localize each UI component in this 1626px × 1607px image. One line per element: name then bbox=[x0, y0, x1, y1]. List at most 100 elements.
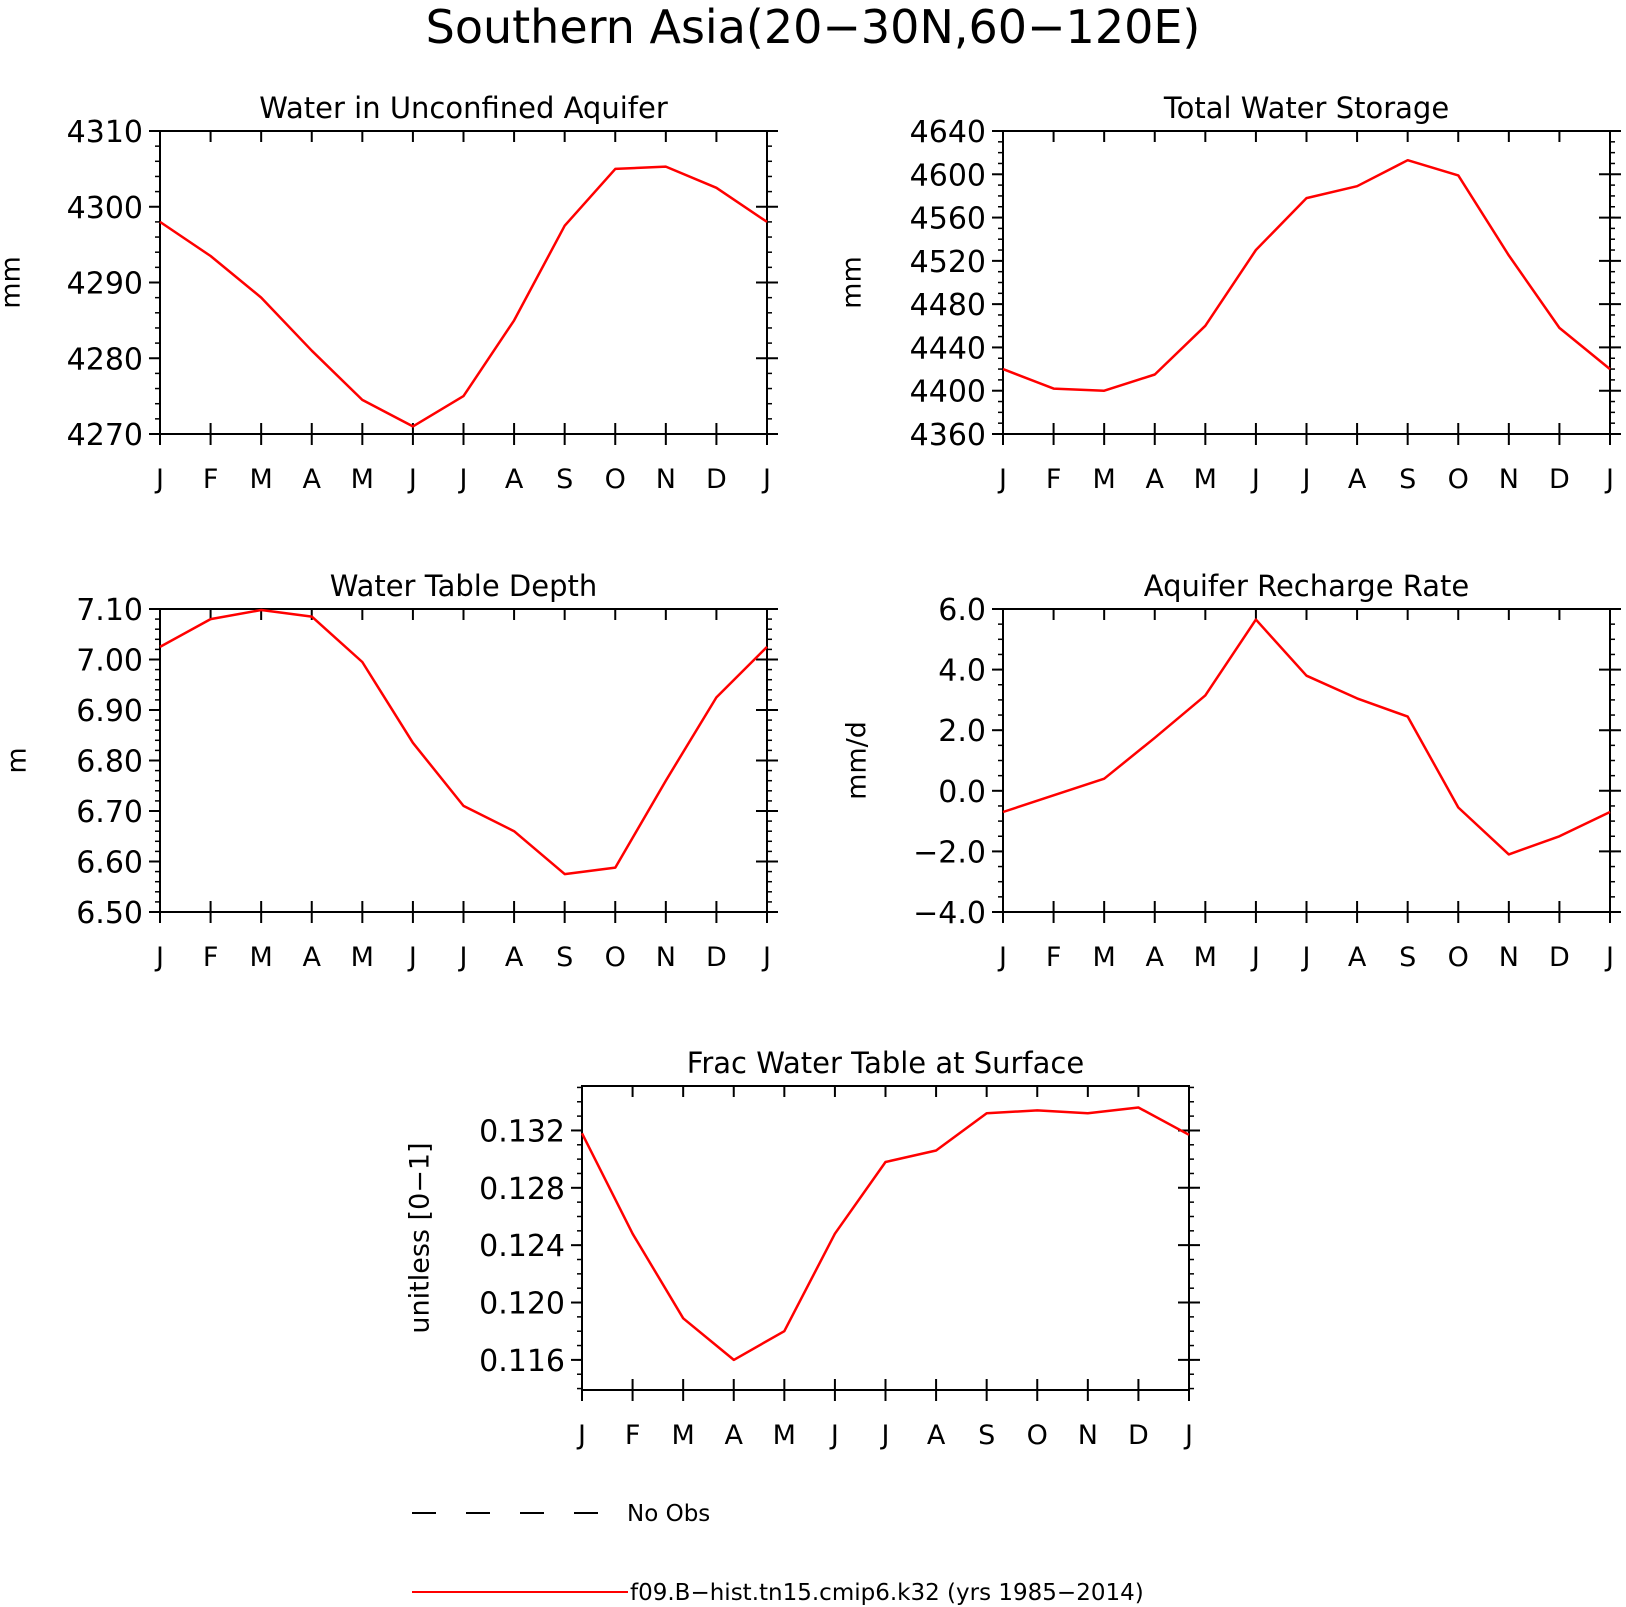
x-tick-label: S bbox=[556, 464, 573, 495]
x-tick-label: D bbox=[1549, 942, 1570, 973]
y-tick-label: 4400 bbox=[910, 375, 986, 410]
x-tick-label: D bbox=[1549, 464, 1570, 495]
series-line bbox=[580, 1106, 1190, 1362]
legend-no-obs-label: No Obs bbox=[627, 1501, 710, 1527]
series-line bbox=[1002, 618, 1611, 856]
y-axis-label: mm/d bbox=[842, 721, 873, 800]
x-tick-label: J bbox=[407, 942, 417, 973]
y-tick-label: 4310 bbox=[67, 115, 143, 150]
y-tick-label: 0.120 bbox=[479, 1287, 565, 1322]
plot-frame bbox=[1002, 130, 1611, 435]
x-tick-label: M bbox=[250, 942, 273, 973]
x-tick-label: O bbox=[1448, 464, 1469, 495]
y-tick-label: 4290 bbox=[67, 267, 143, 302]
y-tick-label: 0.0 bbox=[938, 775, 986, 810]
x-tick-label: A bbox=[505, 464, 524, 495]
y-axis-label: mm bbox=[0, 256, 27, 309]
series-line bbox=[159, 608, 768, 876]
chart-title: Water in Unconfined Aquifer bbox=[259, 91, 668, 125]
y-tick-label: 4280 bbox=[67, 342, 143, 377]
plot-frame bbox=[159, 608, 768, 913]
x-tick-label: O bbox=[605, 942, 626, 973]
x-tick-label: J bbox=[829, 1420, 839, 1451]
y-tick-label: 4440 bbox=[910, 331, 986, 366]
x-tick-label: N bbox=[1499, 464, 1519, 495]
x-tick-label: M bbox=[1194, 464, 1217, 495]
y-axis-label: m bbox=[2, 747, 33, 773]
y-tick-label: 0.132 bbox=[479, 1114, 565, 1149]
y-tick-label: 2.0 bbox=[938, 714, 986, 749]
x-tick-label: S bbox=[1399, 942, 1416, 973]
x-tick-label: J bbox=[154, 942, 164, 973]
y-tick-label: 6.0 bbox=[938, 593, 986, 628]
x-tick-label: N bbox=[1078, 1420, 1098, 1451]
x-tick-label: J bbox=[761, 464, 771, 495]
x-tick-label: F bbox=[1046, 942, 1062, 973]
x-tick-label: S bbox=[978, 1420, 995, 1451]
chart-title: Aquifer Recharge Rate bbox=[1144, 569, 1470, 603]
x-tick-label: M bbox=[351, 464, 374, 495]
x-tick-label: J bbox=[1183, 1420, 1193, 1451]
y-tick-label: 7.10 bbox=[76, 593, 143, 628]
plot-frame bbox=[581, 1085, 1190, 1391]
x-tick-label: J bbox=[1250, 942, 1260, 973]
y-tick-label: 4270 bbox=[67, 418, 143, 453]
x-tick-label: N bbox=[1499, 942, 1519, 973]
x-tick-label: A bbox=[303, 942, 322, 973]
y-tick-label: 0.116 bbox=[479, 1344, 565, 1379]
x-tick-label: J bbox=[997, 942, 1007, 973]
x-tick-label: J bbox=[1301, 464, 1311, 495]
series-line bbox=[1002, 158, 1611, 392]
y-tick-label: 0.124 bbox=[479, 1229, 565, 1264]
x-tick-label: A bbox=[303, 464, 322, 495]
x-tick-label: J bbox=[407, 464, 417, 495]
y-tick-label: 6.50 bbox=[76, 896, 143, 931]
x-tick-label: M bbox=[1093, 942, 1116, 973]
legend: No Obs f09.B−hist.tn15.cmip6.k32 (yrs 19… bbox=[412, 1501, 1144, 1606]
chart-title: Water Table Depth bbox=[330, 569, 598, 603]
x-tick-label: J bbox=[458, 464, 468, 495]
x-tick-label: M bbox=[1194, 942, 1217, 973]
plot-frame bbox=[159, 130, 768, 435]
y-axis-label: mm bbox=[837, 256, 868, 309]
x-tick-label: J bbox=[1250, 464, 1260, 495]
figure-title: Southern Asia(20−30N,60−120E) bbox=[426, 0, 1201, 54]
x-tick-label: D bbox=[706, 464, 727, 495]
x-tick-label: M bbox=[773, 1420, 796, 1451]
x-tick-label: J bbox=[997, 464, 1007, 495]
y-tick-label: 6.90 bbox=[76, 694, 143, 729]
x-tick-label: M bbox=[1093, 464, 1116, 495]
y-tick-label: 7.00 bbox=[76, 644, 143, 679]
y-tick-label: 4.0 bbox=[938, 654, 986, 689]
x-tick-label: D bbox=[1128, 1420, 1149, 1451]
y-tick-label: 4360 bbox=[910, 418, 986, 453]
y-tick-label: 4560 bbox=[910, 202, 986, 237]
x-tick-label: S bbox=[556, 942, 573, 973]
x-tick-label: O bbox=[1448, 942, 1469, 973]
y-tick-label: −4.0 bbox=[913, 896, 986, 931]
y-tick-label: 6.80 bbox=[76, 745, 143, 780]
x-tick-label: M bbox=[351, 942, 374, 973]
x-tick-label: O bbox=[605, 464, 626, 495]
x-tick-label: F bbox=[203, 464, 219, 495]
x-tick-label: J bbox=[1604, 942, 1614, 973]
y-tick-label: 4480 bbox=[910, 288, 986, 323]
x-tick-label: J bbox=[576, 1420, 586, 1451]
chart-title: Frac Water Table at Surface bbox=[687, 1046, 1084, 1080]
x-tick-label: N bbox=[656, 942, 676, 973]
x-tick-label: S bbox=[1399, 464, 1416, 495]
x-tick-label: M bbox=[250, 464, 273, 495]
y-tick-label: 4300 bbox=[67, 191, 143, 226]
y-axis-label: unitless [0−1] bbox=[405, 1142, 436, 1333]
x-tick-label: J bbox=[1301, 942, 1311, 973]
x-tick-label: A bbox=[1146, 942, 1165, 973]
x-tick-label: J bbox=[880, 1420, 890, 1451]
x-tick-label: A bbox=[725, 1420, 744, 1451]
chart-title: Total Water Storage bbox=[1163, 91, 1449, 125]
x-tick-label: A bbox=[505, 942, 524, 973]
